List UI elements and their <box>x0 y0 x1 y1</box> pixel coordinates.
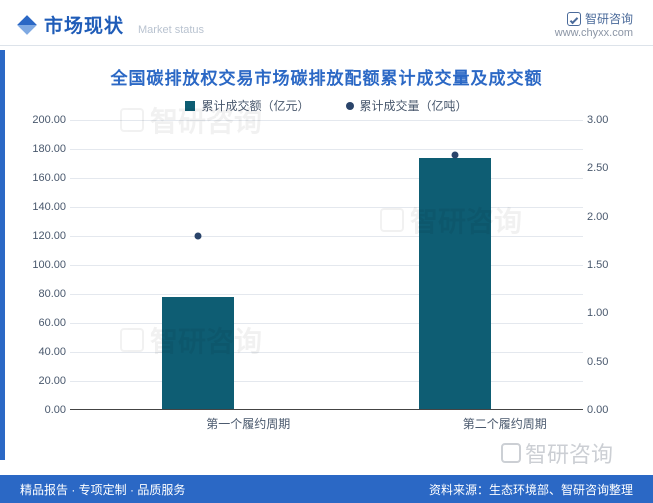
footer: 精品报告 · 专项定制 · 品质服务 资料来源：生态环境部、智研咨询整理 <box>0 475 653 503</box>
gridline <box>70 294 583 295</box>
ytick-left: 160.00 <box>26 172 66 184</box>
ytick-left: 120.00 <box>26 230 66 242</box>
legend: 累计成交额（亿元） 累计成交量（亿吨） <box>20 97 633 114</box>
ytick-right: 3.00 <box>587 114 623 126</box>
data-point <box>195 232 202 239</box>
ytick-left: 60.00 <box>26 317 66 329</box>
ytick-right: 2.50 <box>587 162 623 174</box>
header-right: 智研咨询 www.chyxx.com <box>555 10 633 39</box>
diamond-icon <box>17 15 37 35</box>
ytick-left: 180.00 <box>26 143 66 155</box>
brand: 智研咨询 <box>555 10 633 27</box>
header-subtitle: Market status <box>138 24 204 36</box>
header-left: 市场现状 Market status <box>20 11 204 38</box>
plot-inner: 0.0020.0040.0060.0080.00100.00120.00140.… <box>70 120 583 410</box>
gridline <box>70 207 583 208</box>
gridline <box>70 120 583 121</box>
data-point <box>451 151 458 158</box>
gridline <box>70 149 583 150</box>
chart-title: 全国碳排放权交易市场碳排放配额累计成交量及成交额 <box>20 64 633 89</box>
legend-dot: 累计成交量（亿吨） <box>346 97 468 114</box>
legend-bar-label: 累计成交额（亿元） <box>201 97 309 114</box>
ytick-left: 140.00 <box>26 201 66 213</box>
plot: 0.0020.0040.0060.0080.00100.00120.00140.… <box>70 120 583 430</box>
gridline <box>70 323 583 324</box>
ytick-right: 0.50 <box>587 356 623 368</box>
header: 市场现状 Market status 智研咨询 www.chyxx.com <box>0 0 653 46</box>
bar <box>419 158 491 409</box>
header-title: 市场现状 <box>44 11 124 38</box>
gridline <box>70 381 583 382</box>
legend-bar-swatch-icon <box>185 101 195 111</box>
ytick-right: 0.00 <box>587 404 623 416</box>
ytick-left: 0.00 <box>26 404 66 416</box>
ytick-left: 100.00 <box>26 259 66 271</box>
gridline <box>70 236 583 237</box>
x-category-label: 第一个履约周期 <box>206 415 290 432</box>
ytick-left: 40.00 <box>26 346 66 358</box>
chart-area: 全国碳排放权交易市场碳排放配额累计成交量及成交额 累计成交额（亿元） 累计成交量… <box>20 64 633 464</box>
brand-url: www.chyxx.com <box>555 27 633 39</box>
legend-bar: 累计成交额（亿元） <box>185 97 309 114</box>
bar <box>162 297 234 409</box>
gridline <box>70 352 583 353</box>
left-accent-bar <box>0 50 5 460</box>
watermark-visible: 智研咨询 <box>501 437 613 469</box>
ytick-right: 1.50 <box>587 259 623 271</box>
footer-right: 资料来源：生态环境部、智研咨询整理 <box>429 481 633 498</box>
brand-logo-icon <box>567 12 581 26</box>
gridline <box>70 178 583 179</box>
legend-dot-swatch-icon <box>346 102 354 110</box>
ytick-right: 1.00 <box>587 307 623 319</box>
ytick-right: 2.00 <box>587 211 623 223</box>
ytick-left: 200.00 <box>26 114 66 126</box>
footer-left: 精品报告 · 专项定制 · 品质服务 <box>20 481 185 498</box>
ytick-left: 20.00 <box>26 375 66 387</box>
ytick-left: 80.00 <box>26 288 66 300</box>
brand-name: 智研咨询 <box>585 10 633 27</box>
x-category-label: 第二个履约周期 <box>463 415 547 432</box>
gridline <box>70 265 583 266</box>
legend-dot-label: 累计成交量（亿吨） <box>360 97 468 114</box>
